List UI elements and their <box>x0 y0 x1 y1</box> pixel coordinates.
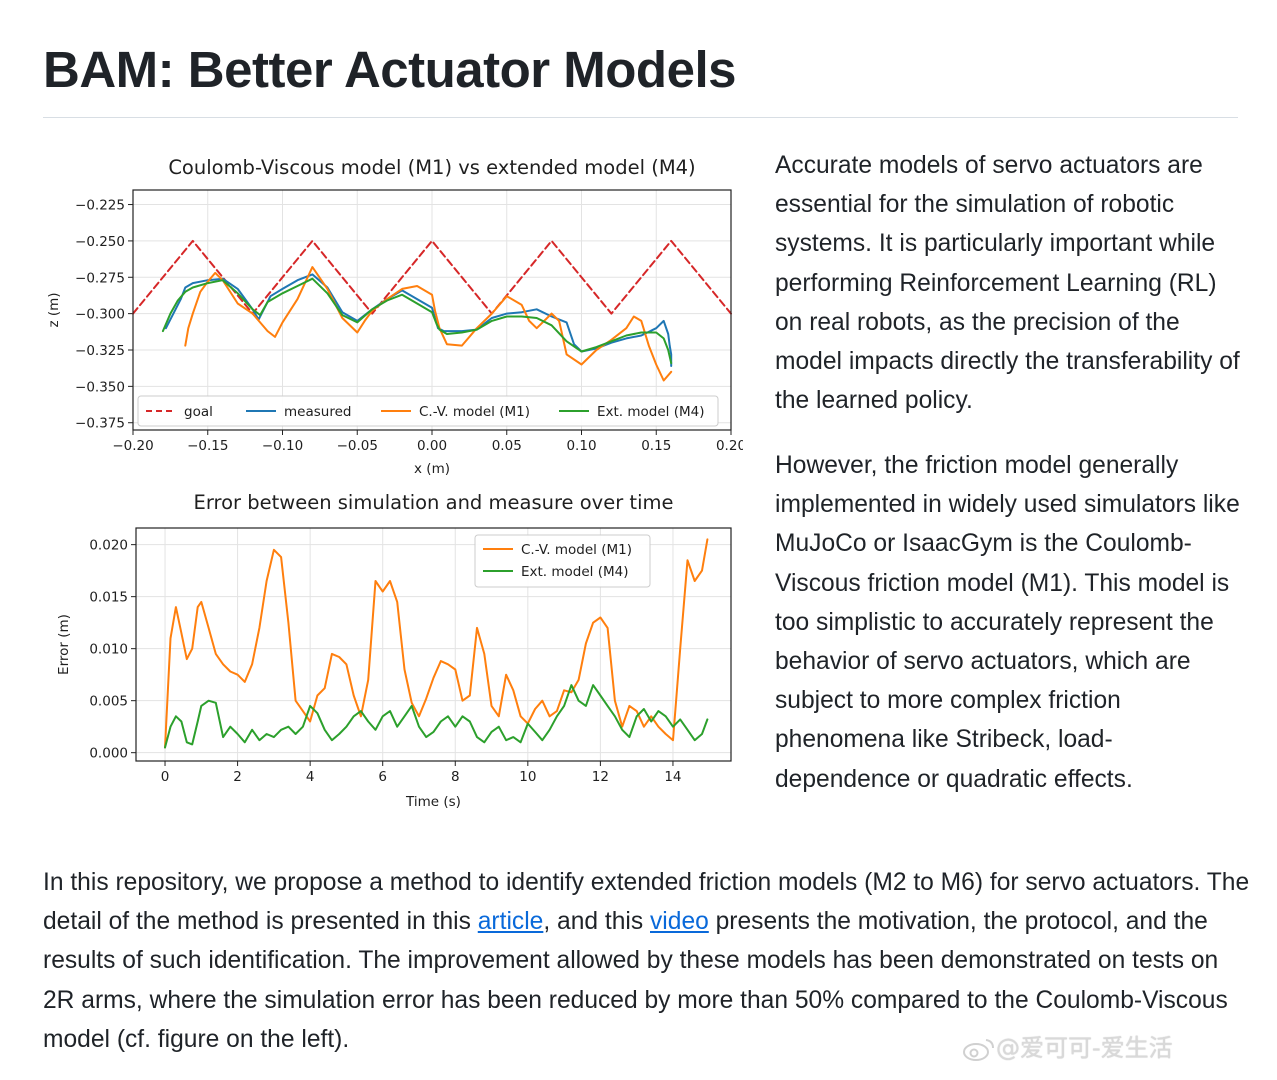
repository-text-1: In this repository, we propose a method … <box>43 869 1250 936</box>
x-tick-label: 0.00 <box>417 438 447 454</box>
x-tick-label: 0.05 <box>492 438 522 454</box>
y-tick-label: −0.250 <box>75 234 125 250</box>
y-tick-label: −0.350 <box>75 379 125 395</box>
chart-2-title: Error between simulation and measure ove… <box>194 491 674 514</box>
figure-charts: Coulomb-Viscous model (M1) vs extended m… <box>46 156 746 810</box>
repository-text-2: , and this <box>543 908 650 936</box>
series-line-c-v-model-m1 <box>184 266 673 382</box>
y-tick-label: −0.325 <box>75 343 125 359</box>
y-tick-label: −0.375 <box>75 416 125 432</box>
watermark: @爱可可-爱生活 <box>962 1028 1173 1063</box>
series-line-measured <box>164 273 673 367</box>
series-line-c-v-model-m1 <box>164 538 709 749</box>
repository-text-3: presents the motivation, the protocol, a… <box>43 908 1228 1053</box>
friction-paragraph: However, the friction model generally im… <box>775 452 1240 793</box>
figure: Coulomb-Viscous model (M1) vs extended m… <box>43 150 746 820</box>
y-tick-label: 0.020 <box>89 538 128 554</box>
x-tick-label: 4 <box>306 769 315 785</box>
x-tick-label: 10 <box>519 769 536 785</box>
legend-label: Ext. model (M4) <box>521 564 629 580</box>
y-tick-label: 0.005 <box>89 694 128 710</box>
x-tick-label: 6 <box>378 769 387 785</box>
y-tick-label: −0.275 <box>75 270 125 286</box>
intro-paragraph: Accurate models of servo actuators are e… <box>775 152 1240 415</box>
x-tick-label: −0.05 <box>337 438 378 454</box>
x-tick-label: 0.10 <box>566 438 596 454</box>
legend-box <box>474 534 651 588</box>
weibo-logo-icon <box>963 1039 994 1061</box>
x-tick-label: −0.15 <box>187 438 228 454</box>
y-tick-label: −0.225 <box>75 198 125 214</box>
y-tick-label: 0.000 <box>89 746 128 762</box>
y-tick-label: −0.300 <box>75 307 125 323</box>
article-link[interactable]: article <box>477 908 544 936</box>
series-line-ext-model-m4 <box>161 277 673 365</box>
y-axis-label: z (m) <box>46 292 62 327</box>
y-axis-label: Error (m) <box>56 614 72 675</box>
x-tick-label: 0.15 <box>641 438 671 454</box>
video-link[interactable]: video <box>650 908 709 936</box>
legend-label: C.-V. model (M1) <box>419 404 530 420</box>
x-tick-label: 14 <box>664 769 681 785</box>
legend-label: goal <box>184 404 213 420</box>
x-tick-label: 0 <box>161 769 170 785</box>
page-title: BAM: Better Actuator Models <box>43 41 736 98</box>
series-line-ext-model-m4 <box>164 684 709 749</box>
x-tick-label: −0.10 <box>262 438 303 454</box>
x-tick-label: 2 <box>233 769 242 785</box>
x-axis-label: x (m) <box>414 461 450 477</box>
x-tick-label: 8 <box>451 769 460 785</box>
x-tick-label: −0.20 <box>112 438 153 454</box>
x-tick-label: 0.20 <box>716 438 743 454</box>
legend-label: Ext. model (M4) <box>597 404 705 420</box>
plot-frame <box>135 527 732 762</box>
y-tick-label: 0.015 <box>89 590 128 606</box>
legend-label: measured <box>284 404 351 420</box>
y-tick-label: 0.010 <box>89 642 128 658</box>
x-axis-label: Time (s) <box>405 794 461 810</box>
watermark-text: @爱可可-爱生活 <box>996 1034 1173 1062</box>
plot-frame <box>132 189 732 431</box>
legend-label: C.-V. model (M1) <box>521 542 632 558</box>
title-divider <box>43 117 1238 118</box>
repository-paragraph: In this repository, we propose a method … <box>43 863 1253 1059</box>
legend-box <box>137 395 719 427</box>
x-tick-label: 12 <box>592 769 609 785</box>
chart-1-title: Coulomb-Viscous model (M1) vs extended m… <box>168 156 695 179</box>
